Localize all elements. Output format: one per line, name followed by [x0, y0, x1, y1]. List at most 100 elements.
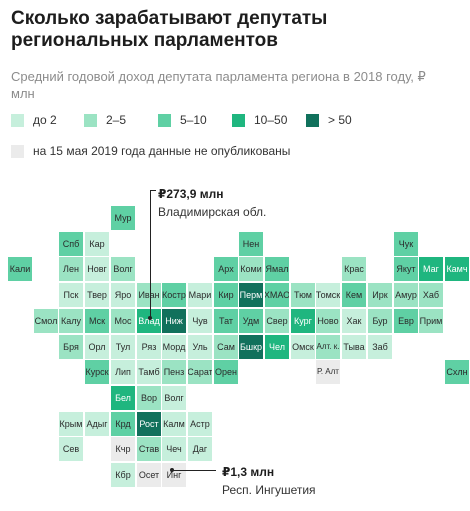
region-tile: Тюм: [291, 283, 315, 307]
legend-swatch: [11, 113, 24, 127]
region-tile: Крд: [111, 412, 135, 436]
region-tile: Амур: [394, 283, 418, 307]
legend-swatch: [232, 113, 245, 127]
region-tile: Костр: [162, 283, 186, 307]
region-tile: Мск: [85, 309, 109, 333]
annotation-label: Владимирская обл.: [158, 205, 267, 219]
region-tile: Тат: [214, 309, 238, 333]
region-tile: Смол: [34, 309, 58, 333]
legend-item: 5–10: [158, 112, 207, 128]
region-tile: Бур: [368, 309, 392, 333]
region-tile: Мур: [111, 206, 135, 230]
region-tile: Бел: [111, 386, 135, 410]
region-tile: Чеч: [162, 437, 186, 461]
legend-label: до 2: [33, 113, 57, 127]
chart-title: Сколько зарабатывают депутаты региональн…: [11, 8, 328, 51]
region-tile: Сев: [59, 437, 83, 461]
region-tile: Хаб: [419, 283, 443, 307]
region-tile: ХМАО: [265, 283, 289, 307]
region-tile: Новг: [85, 257, 109, 281]
region-tile: Кург: [291, 309, 315, 333]
region-tile: Хак: [342, 309, 366, 333]
region-tile: Евр: [394, 309, 418, 333]
region-tile: Даг: [188, 437, 212, 461]
region-tile: Крым: [59, 412, 83, 436]
region-tile: Рост: [137, 412, 161, 436]
region-tile: Ямал: [265, 257, 289, 281]
annotation-dot: [148, 316, 152, 320]
legend-swatch: [158, 113, 171, 127]
region-tile: Арх: [214, 257, 238, 281]
annotation-leader-line: [150, 190, 156, 191]
region-tile: Астр: [188, 412, 212, 436]
chart-subtitle: Средний годовой доход депутата парламент…: [11, 69, 426, 101]
region-tile: Ряз: [137, 335, 161, 359]
region-tile: Кир: [214, 283, 238, 307]
region-tile: Якут: [394, 257, 418, 281]
region-tile: Крас: [342, 257, 366, 281]
legend-label: 5–10: [180, 113, 207, 127]
region-tile: Томск: [316, 283, 340, 307]
region-tile: Спб: [59, 232, 83, 256]
region-tile: Бшкр: [239, 335, 263, 359]
legend-item: 2–5: [84, 112, 126, 128]
region-tile: Сарат: [188, 360, 212, 384]
region-tile: Коми: [239, 257, 263, 281]
region-tile: Заб: [368, 335, 392, 359]
region-tile: Став: [137, 437, 161, 461]
region-tile: Схлн: [445, 360, 469, 384]
region-tile: Твер: [85, 283, 109, 307]
region-tile: Кчр: [111, 437, 135, 461]
region-tile: Чув: [188, 309, 212, 333]
region-tile: Маг: [419, 257, 443, 281]
legend-label: на 15 мая 2019 года данные не опубликова…: [33, 144, 291, 158]
region-tile: Кали: [8, 257, 32, 281]
region-tile: Орл: [85, 335, 109, 359]
legend-label: 2–5: [106, 113, 127, 127]
region-tile: Калу: [59, 309, 83, 333]
region-tile: Яро: [111, 283, 135, 307]
region-tile: Осет: [137, 463, 161, 487]
region-tile: Лип: [111, 360, 135, 384]
region-tile: Нен: [239, 232, 263, 256]
region-tile: Пенз: [162, 360, 186, 384]
legend-swatch: [306, 113, 319, 127]
region-tile: Морд: [162, 335, 186, 359]
annotation-value: ₽1,3 млн: [222, 465, 275, 479]
legend-swatch: [11, 144, 24, 158]
annotation-value: ₽273,9 млн: [158, 187, 224, 201]
region-tile: Уль: [188, 335, 212, 359]
region-tile: Перм: [239, 283, 263, 307]
region-tile: Прим: [419, 309, 443, 333]
region-tile: Инг: [162, 463, 186, 487]
region-tile: Пск: [59, 283, 83, 307]
annotation-leader-line: [150, 190, 151, 318]
region-tile: Омск: [291, 335, 315, 359]
region-tile: Ниж: [162, 309, 186, 333]
region-tile: Тыва: [342, 335, 366, 359]
legend-item: до 2: [11, 112, 57, 128]
region-tile: Камч: [445, 257, 469, 281]
region-tile: Алт. к.: [316, 335, 340, 359]
region-tile: Кар: [85, 232, 109, 256]
region-tile: Мари: [188, 283, 212, 307]
region-tile: Иван: [137, 283, 161, 307]
region-tile: Чел: [265, 335, 289, 359]
region-tile: Тул: [111, 335, 135, 359]
annotation-dot: [170, 468, 174, 472]
region-tile: Чук: [394, 232, 418, 256]
region-tile: Сам: [214, 335, 238, 359]
region-tile: Вор: [137, 386, 161, 410]
region-tile: Кбр: [111, 463, 135, 487]
region-tile: Бря: [59, 335, 83, 359]
region-tile: Волг: [162, 386, 186, 410]
region-tile: Калм: [162, 412, 186, 436]
legend-swatch: [84, 113, 97, 127]
legend-item: на 15 мая 2019 года данные не опубликова…: [11, 143, 290, 159]
legend-label: 10–50: [254, 113, 288, 127]
region-tile: Волг: [111, 257, 135, 281]
legend-label: > 50: [328, 113, 352, 127]
annotation-label: Респ. Ингушетия: [222, 483, 316, 497]
region-tile: Ново: [316, 309, 340, 333]
